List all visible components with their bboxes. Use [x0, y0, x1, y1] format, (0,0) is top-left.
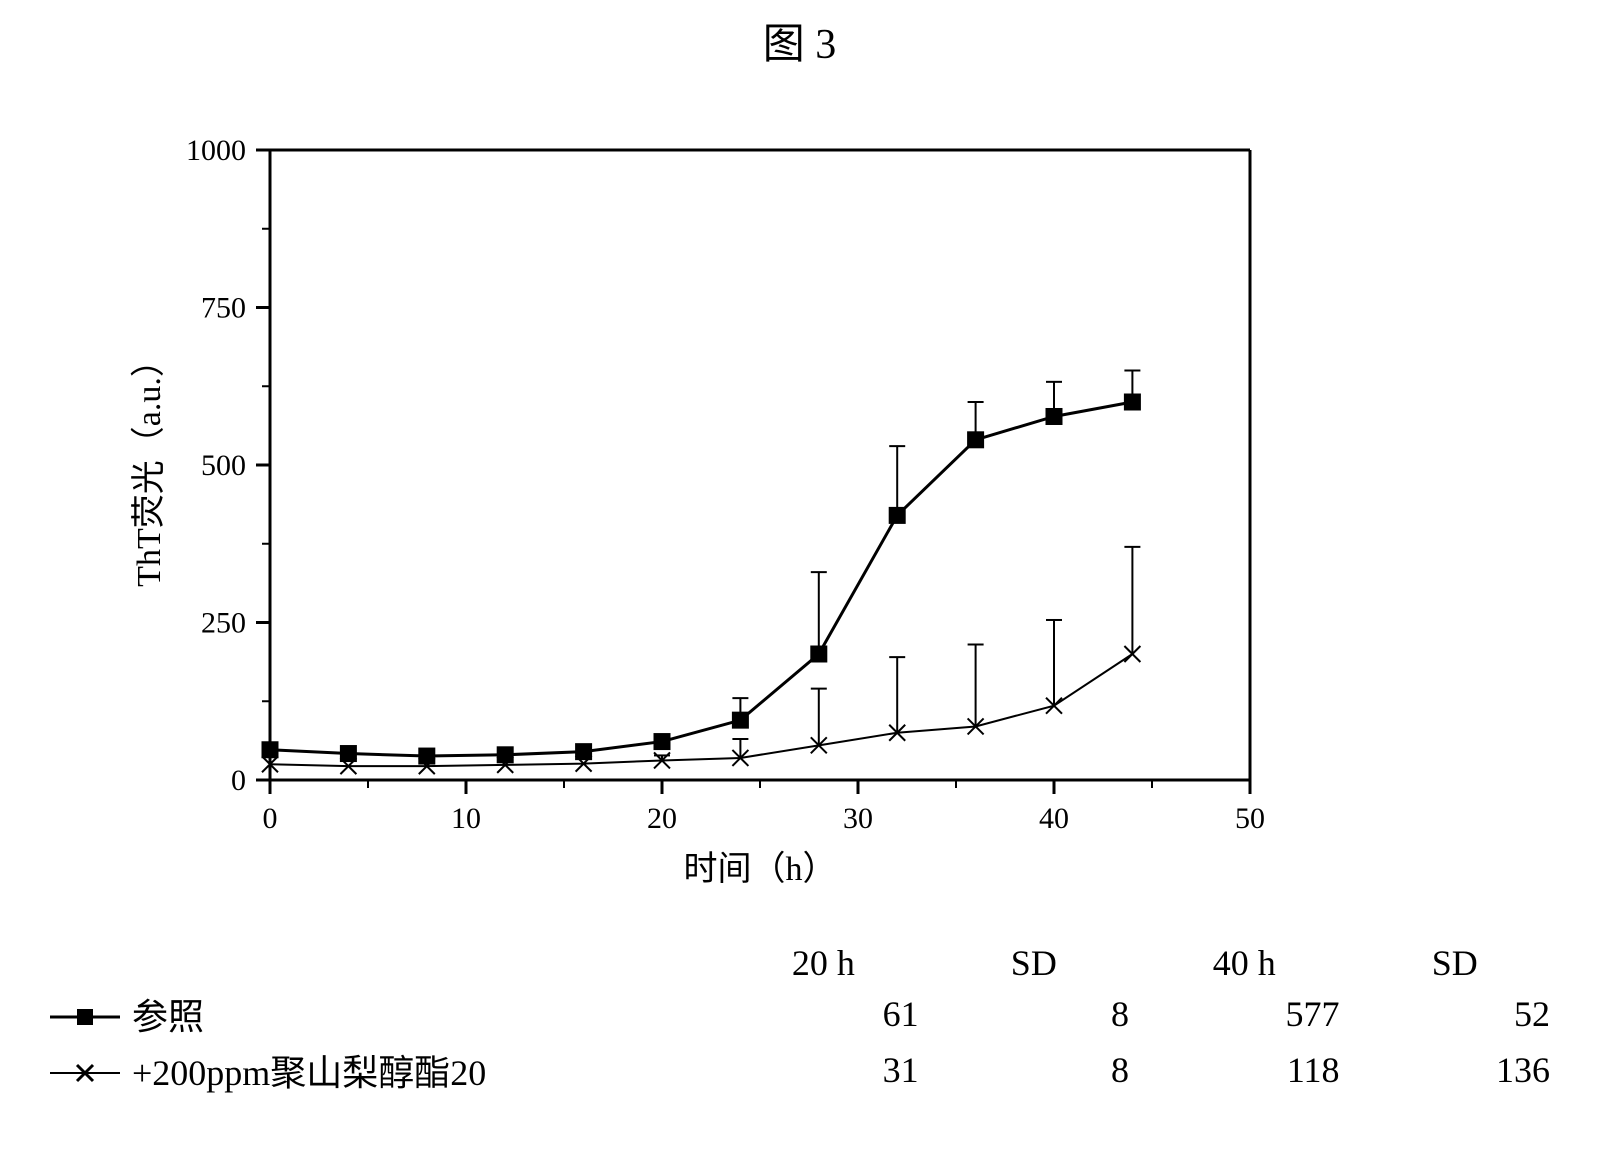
table-row: +200ppm聚山梨醇酯20 318118136: [40, 1042, 1560, 1098]
legend-label: 参照: [132, 997, 204, 1037]
legend-entry: +200ppm聚山梨醇酯20: [40, 1042, 718, 1098]
svg-text:1000: 1000: [186, 134, 246, 167]
table-cell: 118: [1139, 1042, 1349, 1098]
svg-text:10: 10: [451, 802, 481, 835]
summary-table: 20 hSD40 hSD参照61857752+200ppm聚山梨醇酯203181…: [40, 940, 1560, 1098]
table-col-header: 40 h: [1139, 940, 1349, 986]
svg-text:0: 0: [231, 764, 246, 797]
svg-text:ThT荧光（a.u.）: ThT荧光（a.u.）: [130, 343, 168, 587]
figure-title: 图 3: [0, 10, 1599, 71]
svg-text:750: 750: [201, 292, 246, 325]
table-cell: 577: [1139, 986, 1349, 1042]
table-col-header: SD: [929, 940, 1139, 986]
legend-marker-icon: [50, 1055, 120, 1085]
svg-text:30: 30: [843, 802, 873, 835]
svg-text:50: 50: [1235, 802, 1265, 835]
table-row: 参照 61857752: [40, 986, 1560, 1042]
legend-marker-icon: [50, 999, 120, 1029]
svg-text:40: 40: [1039, 802, 1069, 835]
table-col-header: 20 h: [718, 940, 928, 986]
svg-text:20: 20: [647, 802, 677, 835]
table-header-row: 20 hSD40 hSD: [40, 940, 1560, 986]
legend-entry: 参照: [40, 986, 718, 1042]
table-cell: 61: [718, 986, 928, 1042]
legend-label: +200ppm聚山梨醇酯20: [132, 1053, 486, 1093]
svg-text:250: 250: [201, 607, 246, 640]
svg-text:0: 0: [263, 802, 278, 835]
table-col-header: SD: [1350, 940, 1561, 986]
table-cell: 8: [929, 1042, 1139, 1098]
table-cell: 52: [1350, 986, 1561, 1042]
line-chart: 0 250 500 750 1000 0 10 20 30 40 50 时间（h） ThT荧光（a.u.…: [120, 130, 1280, 910]
table-cell: 31: [718, 1042, 928, 1098]
table-cell: 136: [1350, 1042, 1561, 1098]
table-cell: 8: [929, 986, 1139, 1042]
svg-text:时间（h）: 时间（h）: [684, 850, 837, 888]
svg-text:500: 500: [201, 449, 246, 482]
